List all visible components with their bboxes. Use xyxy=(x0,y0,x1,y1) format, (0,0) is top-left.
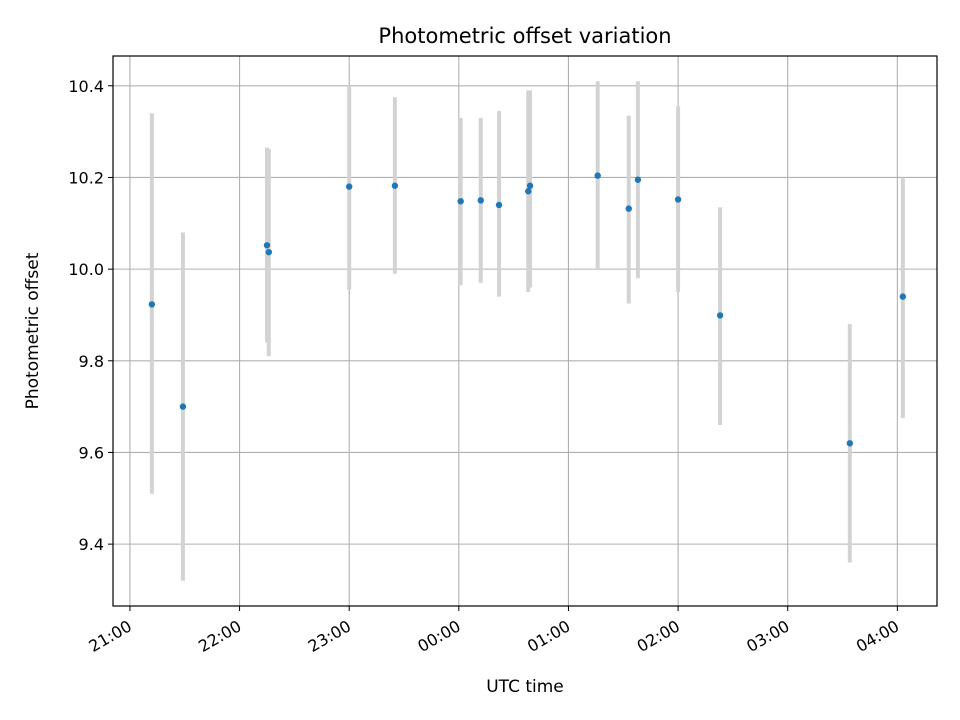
data-point xyxy=(391,182,399,189)
data-point xyxy=(525,188,532,195)
data-point xyxy=(495,201,503,209)
axes-frame xyxy=(112,55,938,607)
data-point xyxy=(674,196,682,203)
data-point xyxy=(634,176,642,183)
y-tick-label: 9.6 xyxy=(79,443,104,462)
data-point xyxy=(345,183,353,190)
data-point xyxy=(179,403,187,410)
y-axis-label: Photometric offset xyxy=(23,252,43,409)
chart-title: Photometric offset variation xyxy=(378,24,671,48)
data-point xyxy=(477,197,484,204)
y-tick-label: 10.2 xyxy=(68,168,104,187)
data-point xyxy=(899,293,907,300)
data-point xyxy=(457,198,464,205)
data-points xyxy=(148,172,907,447)
y-tick-label: 10.0 xyxy=(68,260,104,279)
data-point xyxy=(265,248,273,256)
data-point xyxy=(526,182,534,189)
y-tick-label: 10.4 xyxy=(68,77,104,96)
data-point xyxy=(716,312,724,319)
data-point xyxy=(148,301,156,308)
y-tick-label: 9.4 xyxy=(79,535,104,554)
data-point xyxy=(625,205,632,212)
data-point xyxy=(594,172,601,179)
y-axis-ticks: 9.4 9.6 9.8 10.0 10.2 10.4 xyxy=(68,77,113,554)
y-tick-label: 9.8 xyxy=(79,352,104,371)
data-point xyxy=(846,440,854,447)
data-point xyxy=(263,242,271,249)
x-axis-label: UTC time xyxy=(486,677,564,697)
